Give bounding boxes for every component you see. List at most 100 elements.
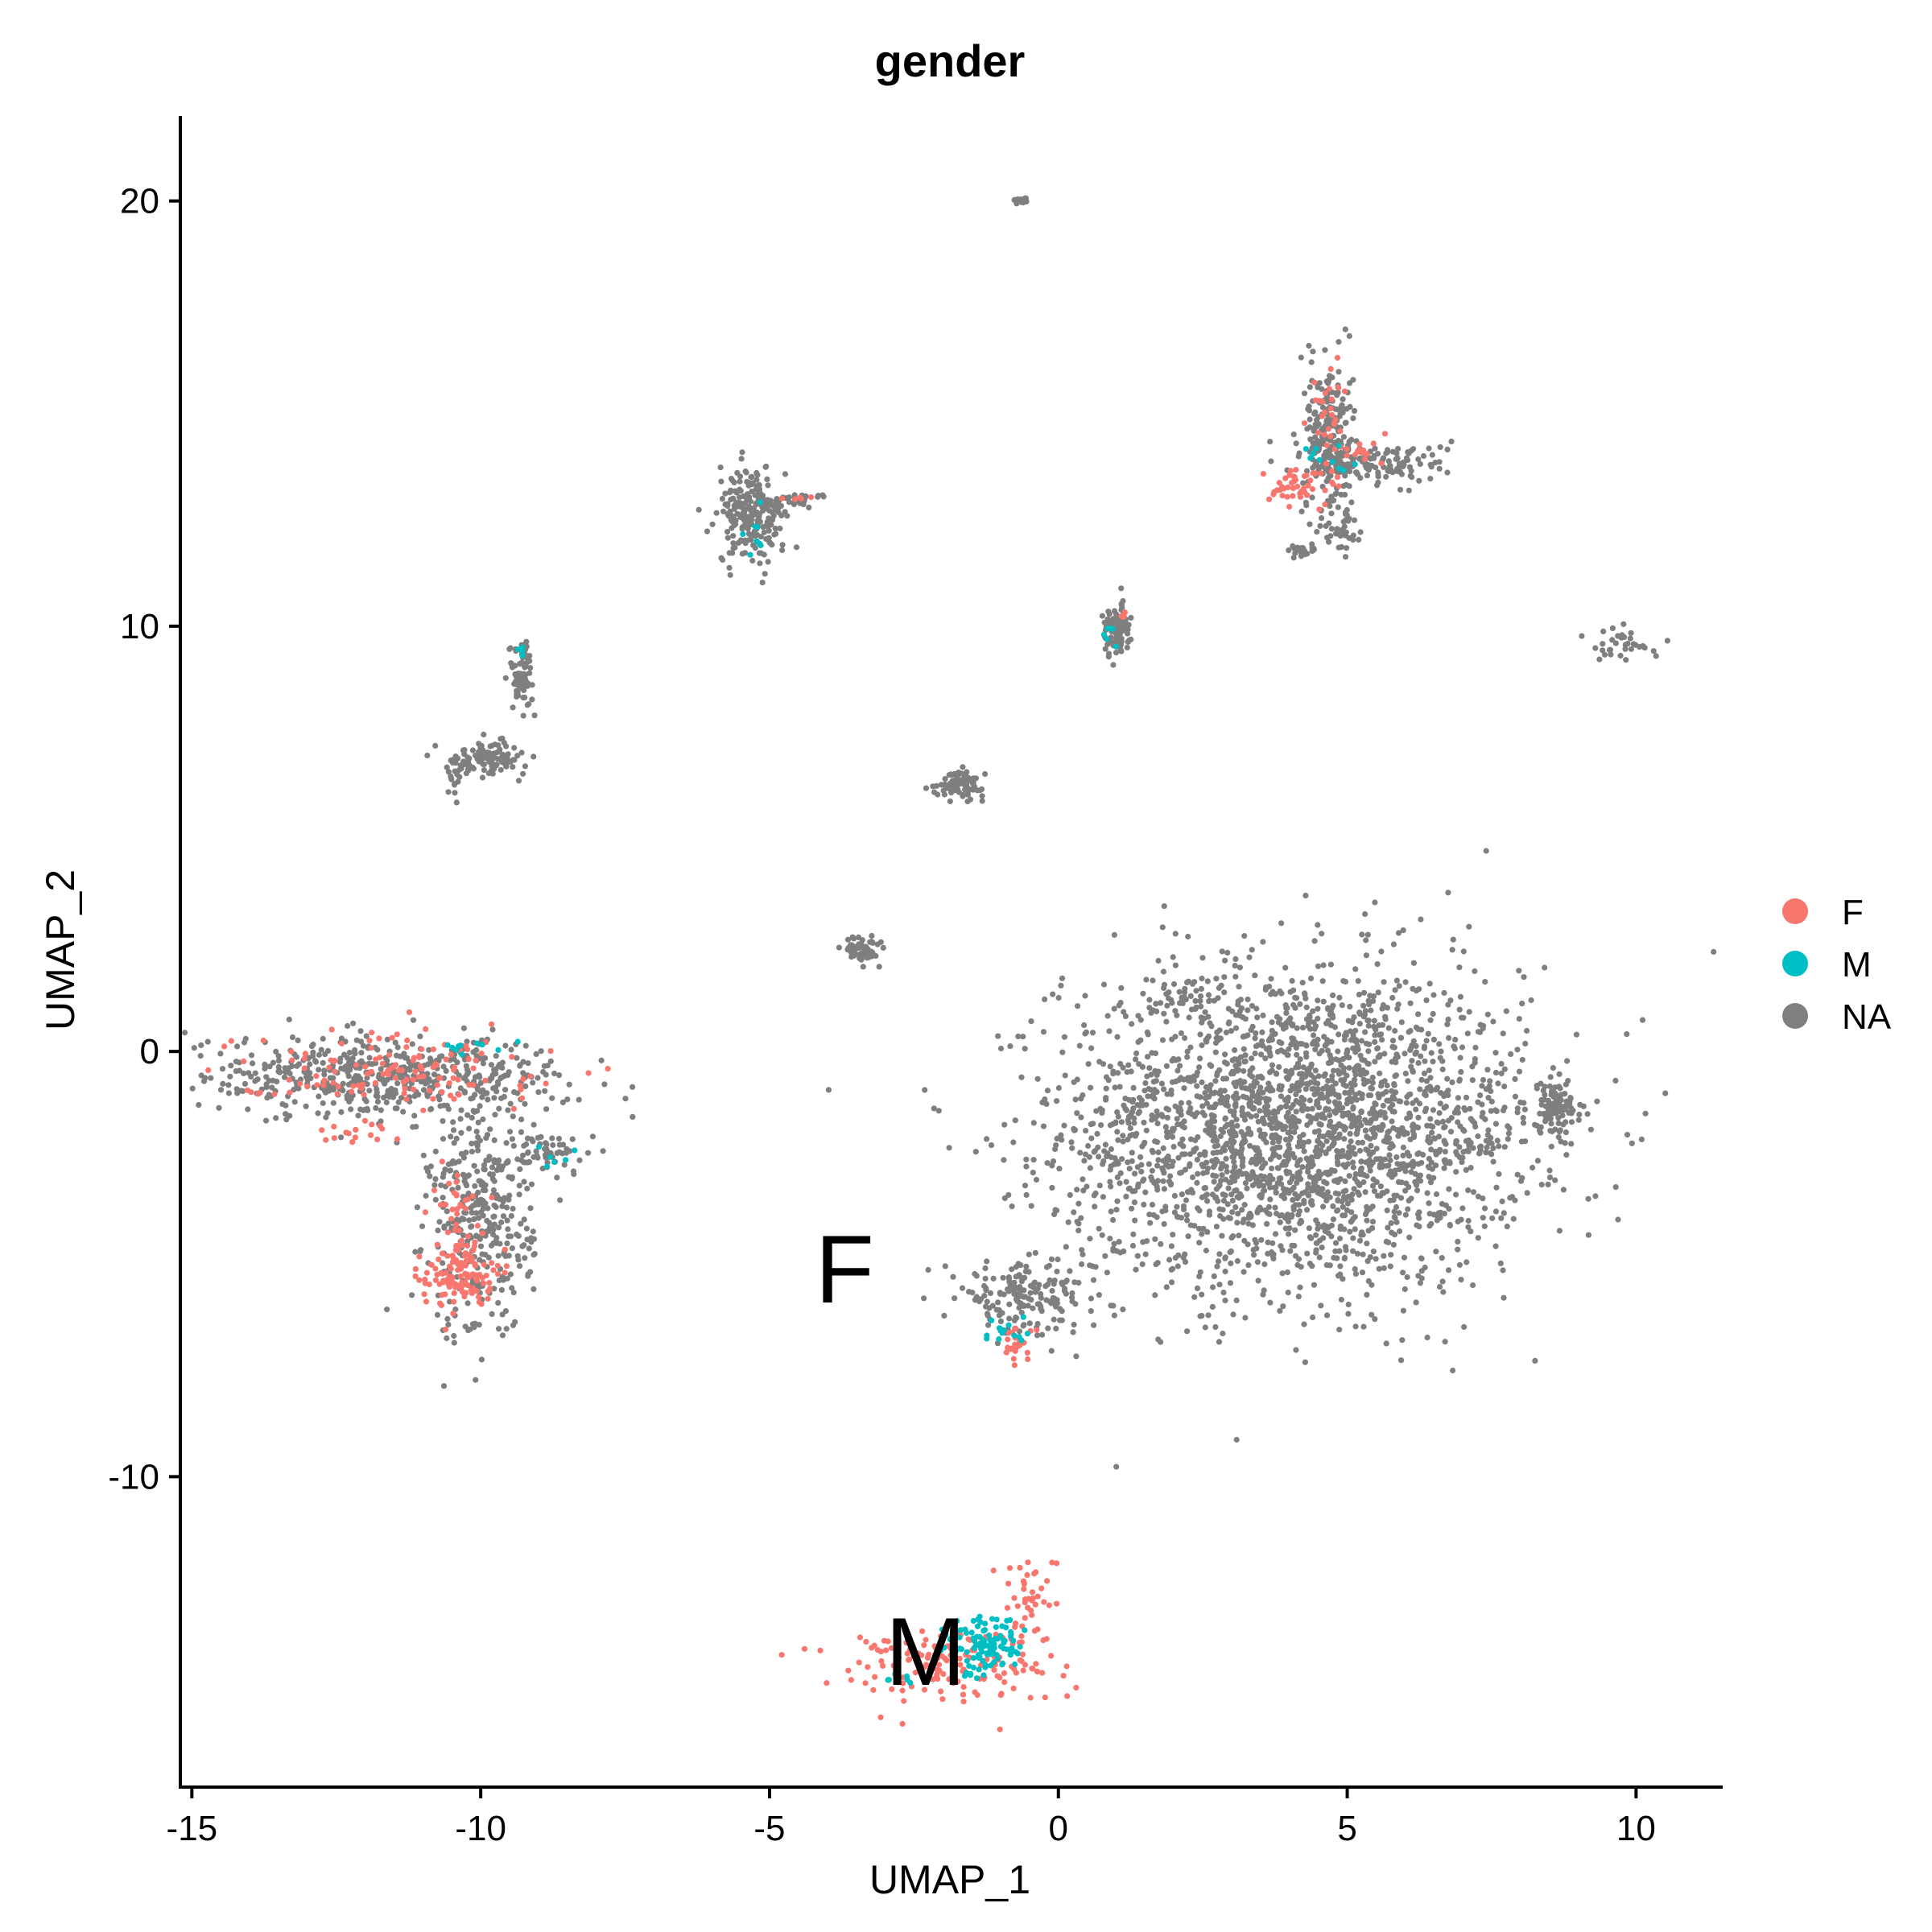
- data-point: [1195, 1170, 1201, 1177]
- data-point: [1191, 1148, 1197, 1154]
- data-point: [1514, 1046, 1521, 1053]
- data-point: [1417, 1280, 1423, 1286]
- data-point: [1556, 1228, 1563, 1234]
- data-point: [1253, 1113, 1260, 1119]
- data-point: [1030, 1170, 1036, 1176]
- data-point: [1362, 1008, 1368, 1014]
- data-point: [770, 517, 776, 523]
- data-point: [1356, 1118, 1363, 1125]
- data-point: [320, 1035, 326, 1042]
- data-point: [350, 1020, 357, 1026]
- data-point: [480, 1060, 487, 1067]
- data-point: [1347, 1115, 1354, 1121]
- data-point: [1331, 1067, 1337, 1074]
- data-point: [1414, 1182, 1420, 1188]
- data-point: [1307, 424, 1313, 431]
- data-point: [1212, 1089, 1219, 1096]
- data-point: [1366, 1041, 1373, 1047]
- data-point: [1327, 961, 1334, 968]
- data-point: [1255, 1206, 1261, 1212]
- data-point: [1114, 1174, 1121, 1181]
- data-point: [1325, 1006, 1331, 1013]
- data-point: [1386, 1171, 1393, 1178]
- data-point: [1382, 1016, 1389, 1022]
- data-point: [1320, 998, 1327, 1005]
- data-point: [1377, 1070, 1383, 1076]
- data-point: [1377, 1156, 1384, 1162]
- data-point: [1216, 1282, 1223, 1288]
- data-point: [1236, 1191, 1243, 1197]
- data-point: [1018, 1310, 1025, 1316]
- data-point: [1304, 1250, 1311, 1257]
- data-point: [1269, 1165, 1275, 1172]
- data-point: [1320, 1235, 1327, 1241]
- data-point: [753, 477, 760, 483]
- data-point: [1540, 1088, 1546, 1094]
- data-point: [1568, 1105, 1575, 1112]
- data-point: [420, 1087, 427, 1093]
- data-point: [1441, 1125, 1447, 1131]
- data-point: [1048, 1256, 1055, 1262]
- data-point: [1253, 1005, 1260, 1012]
- data-point: [1026, 1295, 1032, 1302]
- data-point: [1141, 1176, 1147, 1183]
- data-point: [1049, 1184, 1055, 1191]
- data-point: [1538, 1101, 1545, 1108]
- data-point: [1456, 1154, 1463, 1161]
- data-point: [1307, 1097, 1313, 1104]
- data-point: [521, 1216, 527, 1223]
- data-point: [1105, 609, 1112, 615]
- data-point: [1261, 1287, 1267, 1294]
- data-point: [1150, 977, 1156, 984]
- data-point: [505, 1158, 511, 1164]
- data-point: [530, 1236, 538, 1242]
- data-point: [1098, 1122, 1104, 1129]
- data-point: [1199, 1042, 1205, 1049]
- data-point: [473, 1140, 479, 1146]
- data-point: [1222, 1297, 1228, 1304]
- data-point: [1245, 996, 1251, 1003]
- data-point: [1129, 1205, 1135, 1212]
- data-point: [1479, 1083, 1485, 1089]
- data-point: [960, 764, 966, 770]
- data-point: [1068, 1139, 1075, 1146]
- data-point: [860, 964, 866, 970]
- data-point: [1503, 1008, 1509, 1014]
- data-point: [1069, 1290, 1075, 1297]
- data-point: [1435, 1133, 1443, 1140]
- data-point: [1389, 994, 1396, 1001]
- data-point: [1158, 1241, 1164, 1247]
- data-point: [490, 1187, 497, 1194]
- data-point: [815, 493, 822, 499]
- data-point: [1235, 1095, 1241, 1101]
- data-point: [1212, 1039, 1220, 1046]
- data-point: [1501, 1210, 1507, 1216]
- data-point: [1051, 1281, 1057, 1287]
- data-point: [515, 778, 522, 784]
- data-point: [1257, 1095, 1264, 1101]
- data-point: [742, 537, 749, 543]
- data-point: [1333, 1123, 1340, 1130]
- data-point: [1198, 985, 1204, 992]
- data-point: [1181, 1085, 1187, 1092]
- data-point: [1325, 1224, 1332, 1231]
- data-point: [484, 1132, 491, 1138]
- data-point: [1409, 1058, 1415, 1064]
- data-point: [1336, 1327, 1343, 1333]
- data-point: [1239, 1084, 1245, 1091]
- data-point: [1051, 1211, 1058, 1218]
- data-point: [1099, 613, 1105, 619]
- data-point: [466, 1217, 473, 1224]
- data-point: [1352, 1081, 1358, 1088]
- data-point: [1262, 986, 1269, 993]
- data-point: [756, 485, 763, 493]
- data-point: [1252, 972, 1258, 979]
- data-point: [1436, 1110, 1443, 1117]
- data-point: [1251, 1252, 1257, 1258]
- data-point: [561, 1162, 568, 1168]
- data-point: [1088, 1295, 1095, 1302]
- data-point: [1372, 445, 1378, 452]
- data-point: [750, 542, 757, 548]
- data-point: [1437, 1055, 1443, 1061]
- data-point: [1428, 1220, 1435, 1227]
